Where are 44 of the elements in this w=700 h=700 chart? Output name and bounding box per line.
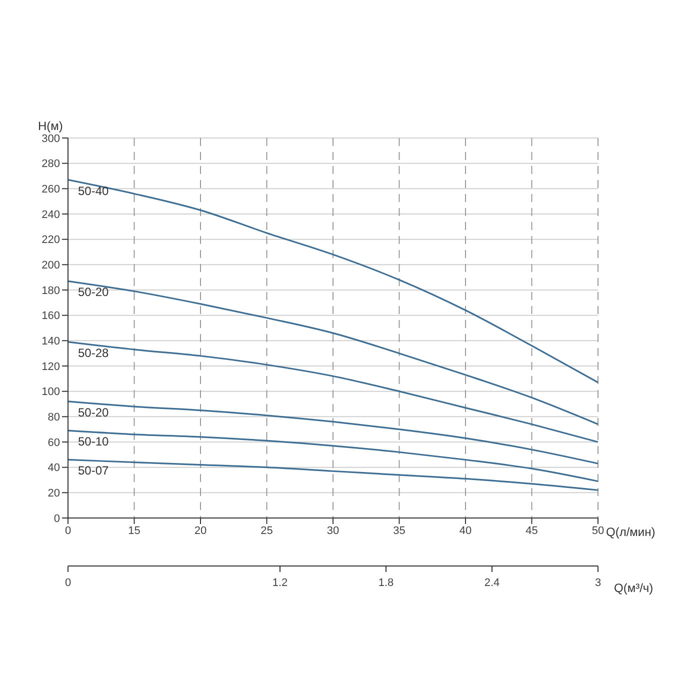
y-tick-label: 300 — [42, 132, 60, 145]
x-tick-label: 50 — [592, 524, 604, 537]
y-tick-label: 80 — [48, 412, 60, 424]
x-tick-label: 25 — [260, 524, 273, 537]
x2-tick-label: 2.4 — [484, 577, 500, 589]
y-tick-label: 200 — [42, 260, 60, 272]
y-tick-label: 260 — [42, 184, 60, 196]
y-tick-label: 120 — [42, 360, 60, 373]
x2-tick-label: 3 — [594, 577, 602, 589]
x2-tick-label: 0 — [64, 577, 72, 589]
line-series — [68, 179, 598, 384]
x2-tick-label: 1.8 — [378, 577, 394, 589]
x-tick-label: 35 — [393, 524, 406, 537]
series-label: 50-20 — [78, 405, 110, 420]
series-label: 50-07 — [78, 464, 110, 478]
y-tick-label: 160 — [42, 310, 60, 322]
x-tick-label: 40 — [459, 524, 472, 537]
y-tick-label: 20 — [48, 488, 60, 500]
y-tick-label: 0 — [54, 512, 60, 525]
line-series — [68, 280, 598, 426]
x2-axis-title: Q(м³/ч) — [614, 581, 654, 595]
y-tick-label: 100 — [42, 386, 60, 398]
x-tick-label: 15 — [128, 524, 140, 537]
x-tick-label: 30 — [326, 524, 340, 537]
y-tick-label: 40 — [48, 462, 60, 474]
y-axis-title: H(м) — [38, 119, 63, 133]
x-tick-label: 45 — [526, 524, 538, 537]
y-tick-label: 60 — [48, 436, 60, 449]
series-label: 50-40 — [78, 184, 110, 198]
y-tick-label: 180 — [42, 284, 60, 297]
series-label: 50-28 — [78, 346, 110, 360]
x-axis-title: Q(л/мин) — [606, 525, 656, 539]
x2-tick-label: 1.2 — [272, 577, 288, 589]
y-tick-label: 240 — [42, 208, 60, 221]
y-tick-label: 280 — [42, 158, 60, 170]
x-tick-label: 0 — [64, 524, 72, 537]
line-series — [68, 430, 598, 482]
x-tick-label: 20 — [194, 524, 207, 537]
line-series — [68, 400, 598, 464]
series-label: 50-10 — [78, 434, 110, 449]
series-label: 50-20 — [78, 285, 110, 300]
y-tick-label: 220 — [42, 234, 60, 246]
line-series — [68, 458, 598, 491]
y-tick-label: 140 — [42, 336, 60, 348]
